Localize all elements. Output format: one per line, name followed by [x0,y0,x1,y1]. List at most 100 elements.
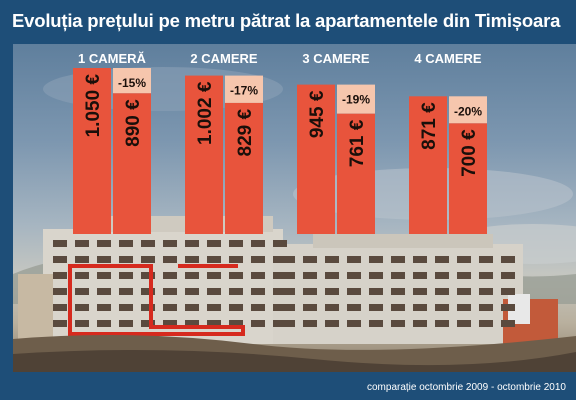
building-window [457,320,471,327]
building-window [501,256,515,263]
building-window [141,240,155,247]
building-window [207,256,221,263]
building-window [303,320,317,327]
building-window [457,272,471,279]
building-window [281,320,295,327]
building-window [207,304,221,311]
building-window [457,288,471,295]
building-window [141,288,155,295]
building-window [435,256,449,263]
building-window [281,256,295,263]
building-window [119,240,133,247]
building-window [325,320,339,327]
building-window [185,288,199,295]
building-window [479,256,493,263]
building-window [435,320,449,327]
building-window [97,240,111,247]
building-window [163,288,177,295]
title-bar: Evoluția prețului pe metru pătrat la apa… [0,0,576,44]
bar-2009 [185,75,223,235]
value-label-2009: 1.002 € [195,81,216,145]
category-label: 1 CAMERĂ [78,51,147,66]
building-window [391,256,405,263]
building-window [369,256,383,263]
building-window [53,304,67,311]
building-window [303,288,317,295]
building-window [251,272,265,279]
building-window [229,320,243,327]
building-window [75,240,89,247]
building-window [185,272,199,279]
change-percent-label: -17% [230,84,258,98]
building-window [281,272,295,279]
building-window [75,320,89,327]
foreground-debris [13,350,576,372]
bar-2010 [225,102,263,234]
building-window [53,240,67,247]
building-window [273,288,287,295]
building-window [75,256,89,263]
building-window [53,288,67,295]
building-window [435,304,449,311]
building-window [207,320,221,327]
building-window [501,288,515,295]
building-window [325,256,339,263]
building-window [457,256,471,263]
category-label: 2 CAMERE [190,51,258,66]
building-window [163,272,177,279]
building-window [347,304,361,311]
building-window [251,320,265,327]
building-window [325,272,339,279]
building-window [251,240,265,247]
change-percent-label: -19% [342,93,370,107]
building-window [369,304,383,311]
building-window [413,256,427,263]
value-label-2010: 761 € [347,119,368,167]
chart-title: Evoluția prețului pe metru pătrat la apa… [12,10,561,31]
building-window [273,320,287,327]
bar-2009 [409,96,447,235]
building-window [185,256,199,263]
value-label-2010: 890 € [123,99,144,147]
building-window [479,320,493,327]
building-window [185,304,199,311]
building-window [185,320,199,327]
building-window [369,320,383,327]
footer-bar: comparație octombrie 2009 - octombrie 20… [0,372,576,400]
building-window [75,304,89,311]
value-label-2009: 871 € [419,102,440,150]
building-window [229,272,243,279]
building-window [97,288,111,295]
building-window [303,272,317,279]
building-window [347,288,361,295]
bar-2009 [297,84,335,234]
building-window [501,272,515,279]
building-window [53,256,67,263]
building-window [141,272,155,279]
value-label-2009: 1.050 € [83,74,104,138]
building-window [501,320,515,327]
background-photo: 1 CAMERĂ 1.050 € 890 € -15% 2 CAMERE 1.002 € 8… [13,44,576,372]
building-window [119,288,133,295]
category-label: 3 CAMERE [302,51,370,66]
change-percent-label: -20% [454,104,482,118]
bar-2010 [113,93,151,234]
bar-2010 [449,123,487,234]
building-window [185,240,199,247]
building-window [413,320,427,327]
building-window [207,288,221,295]
building-window [391,304,405,311]
building-window [141,256,155,263]
building-window [207,272,221,279]
building-window [273,272,287,279]
building-window [251,256,265,263]
building-window [435,272,449,279]
building-window [163,320,177,327]
building-window [229,256,243,263]
building-window [75,288,89,295]
building-window [251,288,265,295]
change-percent-label: -15% [118,76,146,90]
building-window [119,256,133,263]
value-label-2009: 945 € [307,90,328,138]
building-window [347,256,361,263]
